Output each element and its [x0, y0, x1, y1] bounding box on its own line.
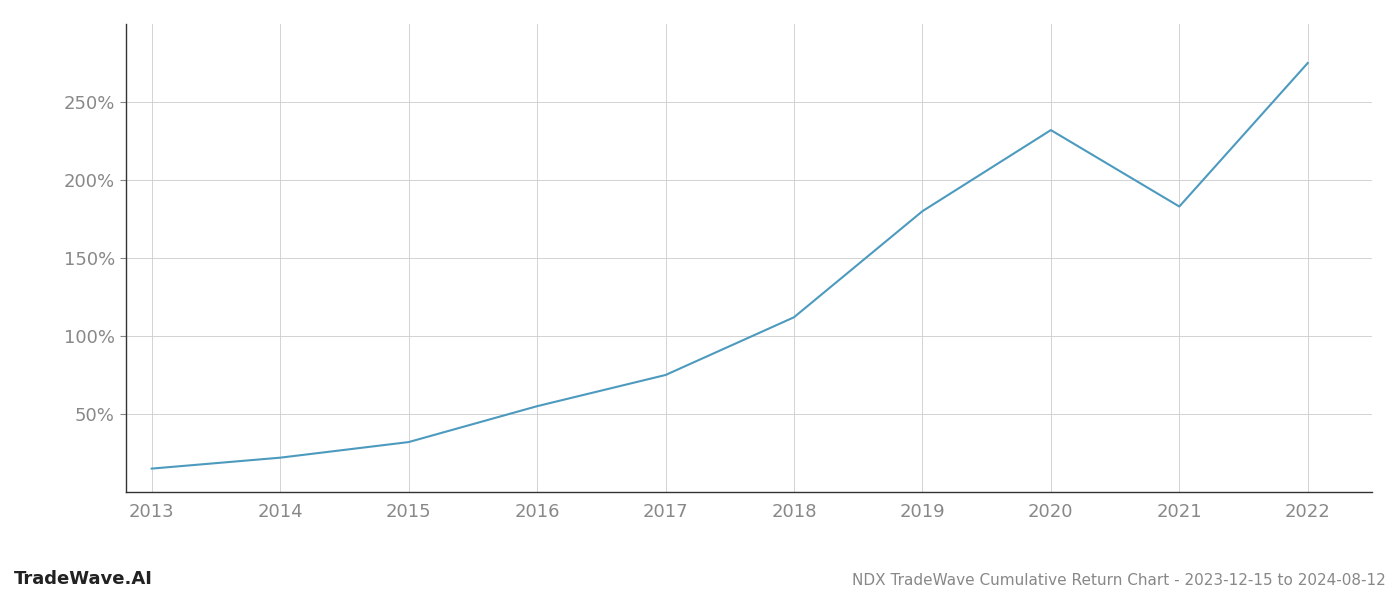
- Text: TradeWave.AI: TradeWave.AI: [14, 570, 153, 588]
- Text: NDX TradeWave Cumulative Return Chart - 2023-12-15 to 2024-08-12: NDX TradeWave Cumulative Return Chart - …: [853, 573, 1386, 588]
